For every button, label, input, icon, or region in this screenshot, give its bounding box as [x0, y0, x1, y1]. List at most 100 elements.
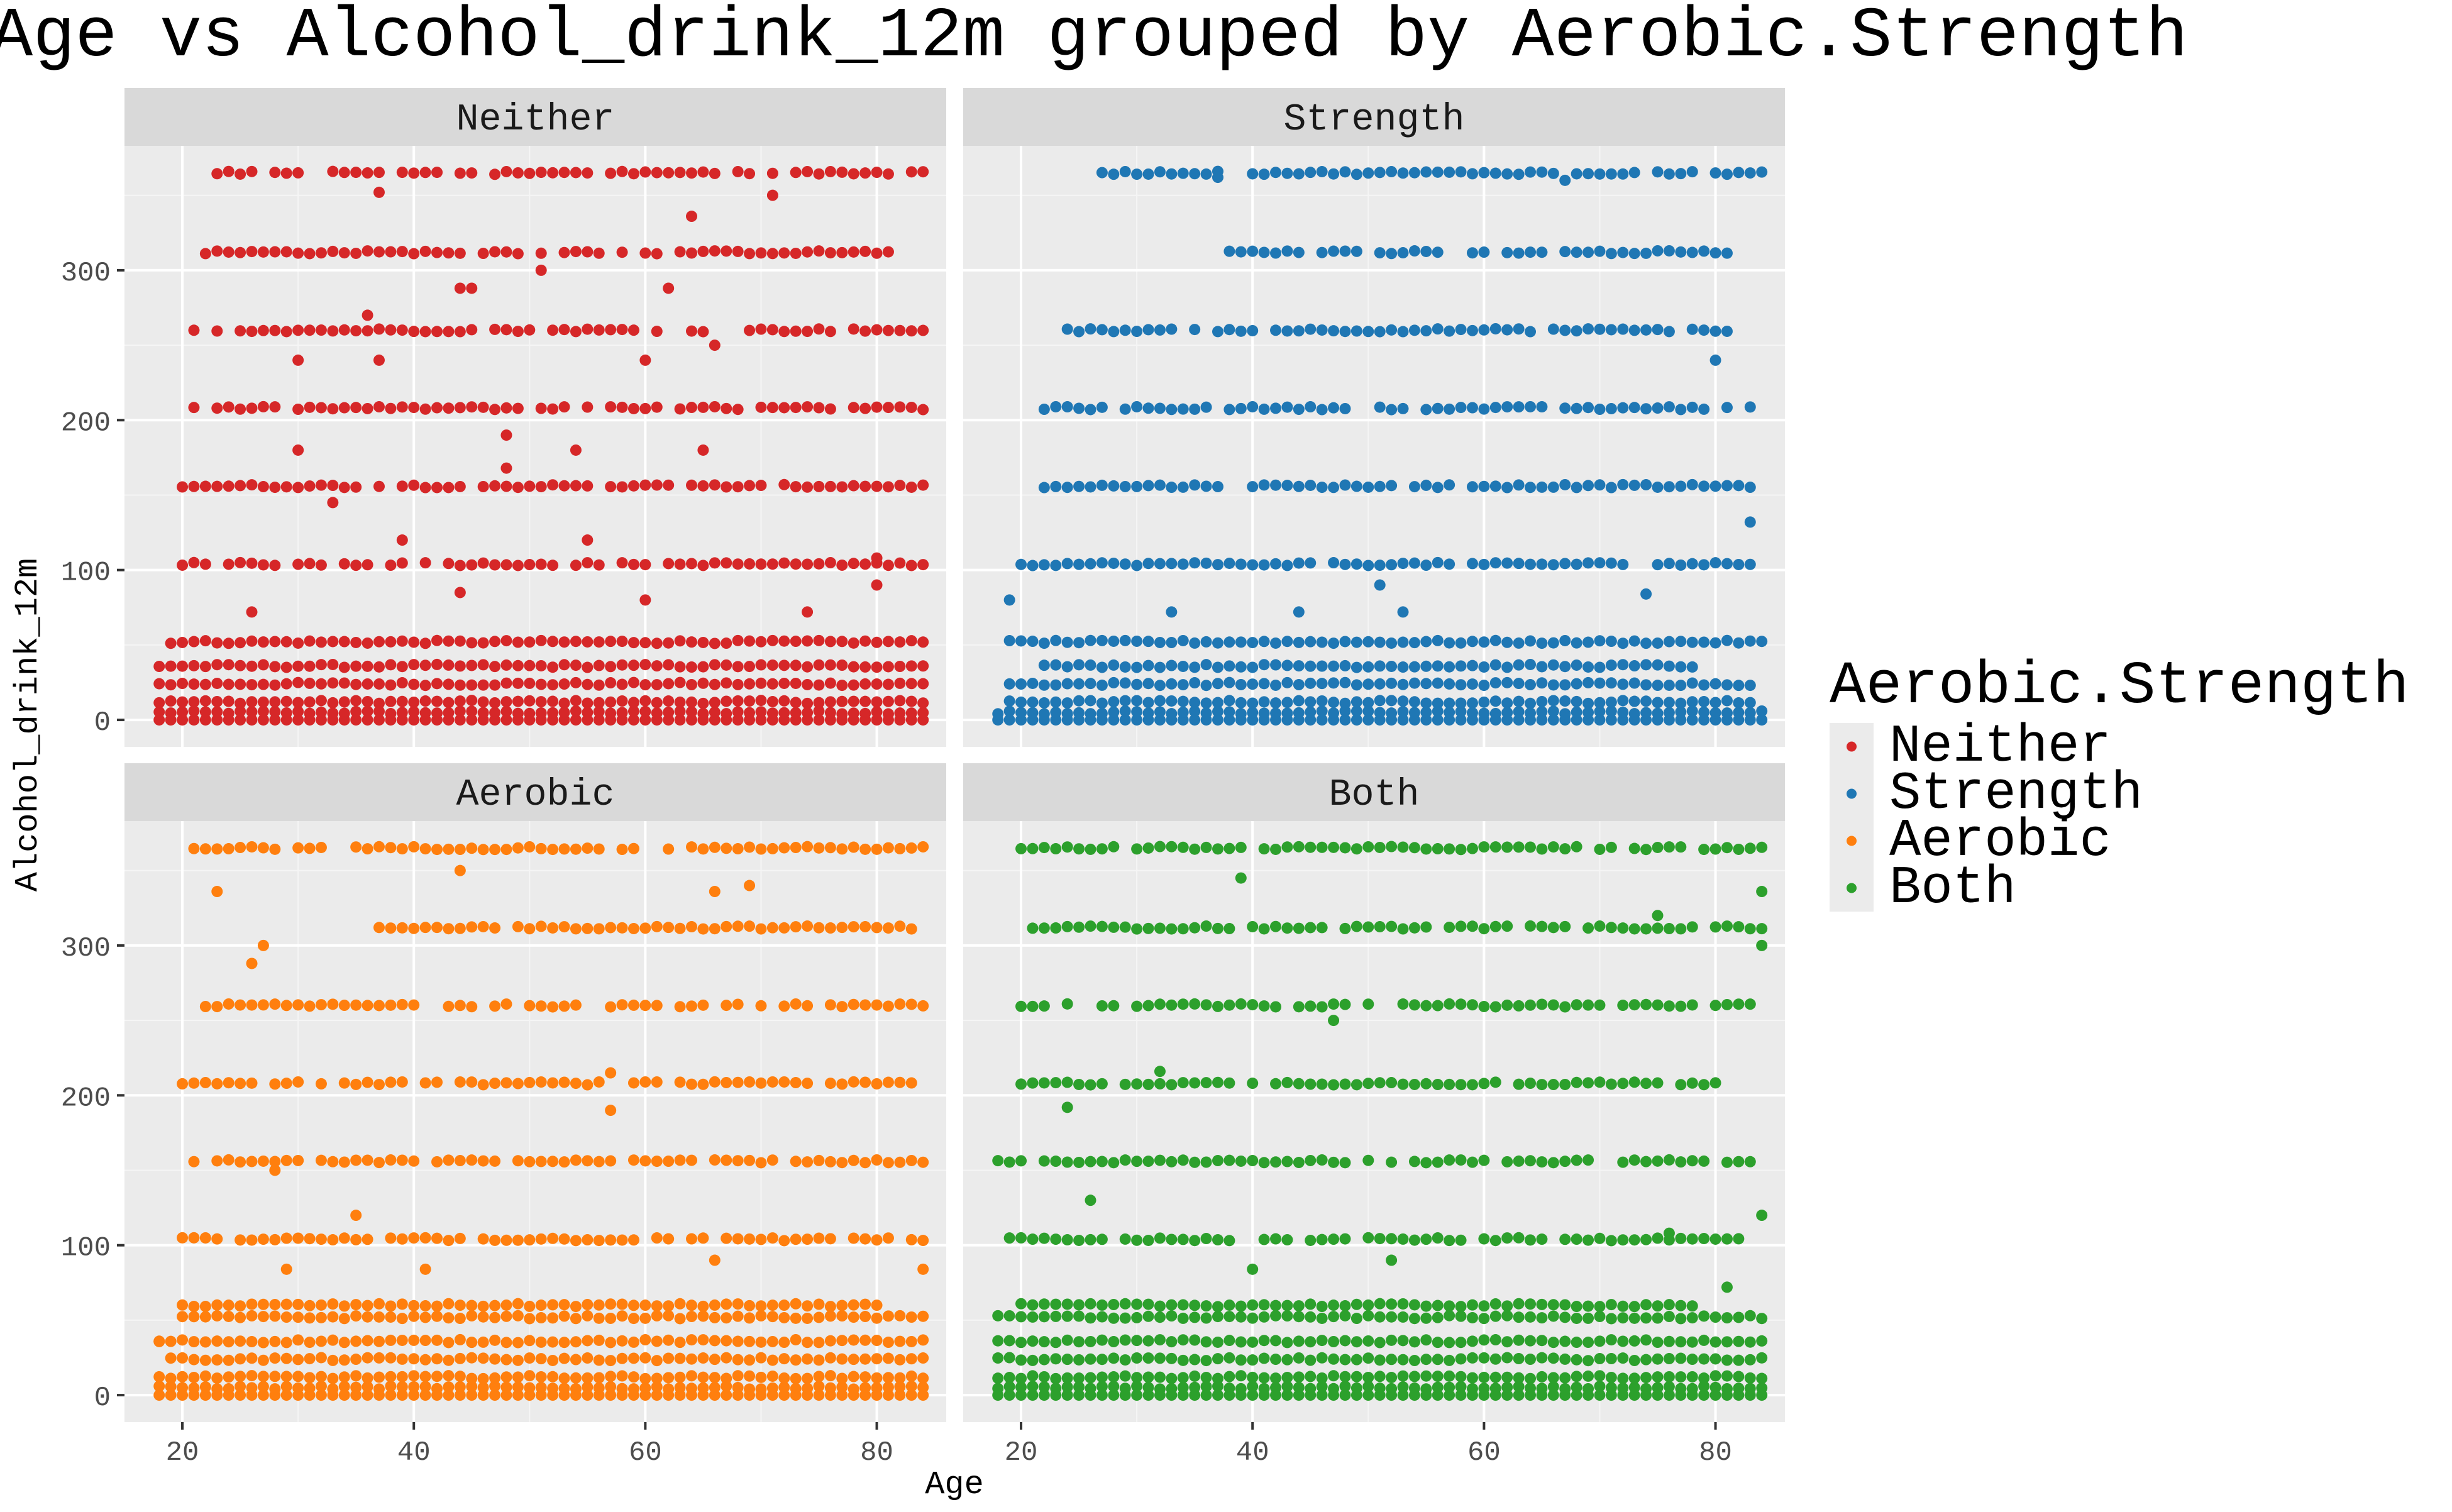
- point: [1721, 1336, 1733, 1348]
- point: [992, 1372, 1004, 1384]
- point: [535, 707, 547, 719]
- point: [211, 1354, 223, 1366]
- point: [500, 324, 512, 336]
- point: [894, 557, 906, 569]
- point: [1154, 324, 1166, 336]
- point: [304, 558, 316, 570]
- point: [512, 1354, 524, 1366]
- point: [674, 922, 686, 934]
- point: [859, 402, 871, 414]
- point: [1270, 707, 1282, 719]
- point: [721, 557, 732, 569]
- point: [1293, 695, 1305, 707]
- point: [1525, 1354, 1537, 1366]
- point: [1050, 707, 1062, 719]
- point: [454, 1300, 466, 1311]
- point: [292, 1076, 304, 1088]
- point: [1328, 1300, 1340, 1311]
- point: [257, 1337, 269, 1349]
- point: [1003, 635, 1015, 647]
- point: [663, 1156, 675, 1167]
- point: [871, 706, 883, 718]
- point: [1374, 1371, 1386, 1382]
- point: [350, 247, 362, 259]
- point: [1293, 679, 1305, 691]
- point: [813, 558, 825, 570]
- point: [1663, 481, 1675, 493]
- point: [1189, 998, 1201, 1010]
- point: [721, 1372, 732, 1384]
- point: [1652, 1300, 1664, 1312]
- point: [373, 1157, 385, 1169]
- point: [350, 999, 362, 1011]
- point: [1189, 1156, 1201, 1168]
- point: [1305, 1234, 1317, 1246]
- point: [547, 1354, 559, 1366]
- point: [778, 842, 790, 854]
- point: [408, 678, 420, 690]
- point: [292, 167, 304, 179]
- point: [1571, 246, 1582, 258]
- point: [1582, 922, 1594, 934]
- point: [1038, 922, 1050, 934]
- point: [1397, 661, 1409, 673]
- point: [1513, 558, 1525, 570]
- point: [304, 324, 316, 336]
- point: [721, 677, 732, 689]
- point: [1189, 677, 1201, 689]
- point: [1374, 921, 1386, 933]
- point: [697, 677, 709, 689]
- point: [1131, 1372, 1143, 1384]
- point: [454, 480, 466, 492]
- point: [1432, 714, 1444, 726]
- point: [257, 1233, 269, 1245]
- point: [1003, 1232, 1015, 1244]
- point: [813, 1154, 825, 1166]
- point: [1617, 1156, 1629, 1168]
- point: [512, 402, 524, 414]
- point: [1073, 921, 1085, 933]
- point: [1628, 923, 1640, 935]
- point: [605, 1001, 617, 1013]
- point: [627, 676, 639, 688]
- point: [477, 659, 489, 671]
- point: [570, 167, 582, 179]
- point: [1119, 1233, 1131, 1245]
- point: [1316, 1335, 1328, 1347]
- point: [1189, 557, 1201, 569]
- point: [547, 636, 559, 648]
- point: [871, 1300, 883, 1311]
- point: [558, 659, 570, 671]
- point: [709, 1354, 721, 1366]
- point: [1386, 559, 1398, 571]
- point: [1305, 557, 1317, 569]
- point: [489, 404, 501, 416]
- point: [1223, 324, 1235, 336]
- point: [894, 401, 906, 413]
- point: [1675, 1382, 1687, 1394]
- point: [1247, 1155, 1259, 1167]
- point: [1571, 678, 1582, 690]
- facet-strip-strength: [963, 88, 1785, 146]
- point: [1154, 1383, 1166, 1395]
- point: [1397, 1335, 1409, 1347]
- point: [1605, 1353, 1617, 1365]
- point: [790, 1156, 802, 1167]
- point: [1247, 1371, 1259, 1383]
- point: [755, 695, 767, 707]
- point: [1466, 247, 1478, 259]
- point: [280, 1154, 292, 1166]
- point: [1293, 660, 1305, 672]
- point: [1281, 1156, 1293, 1167]
- point: [1096, 920, 1108, 932]
- point: [524, 1382, 536, 1394]
- point: [269, 246, 281, 258]
- point: [1605, 677, 1617, 689]
- point: [443, 1354, 455, 1366]
- point: [1444, 166, 1455, 178]
- point: [721, 481, 732, 493]
- point: [627, 637, 639, 649]
- point: [1698, 1233, 1710, 1245]
- point: [1617, 1078, 1629, 1090]
